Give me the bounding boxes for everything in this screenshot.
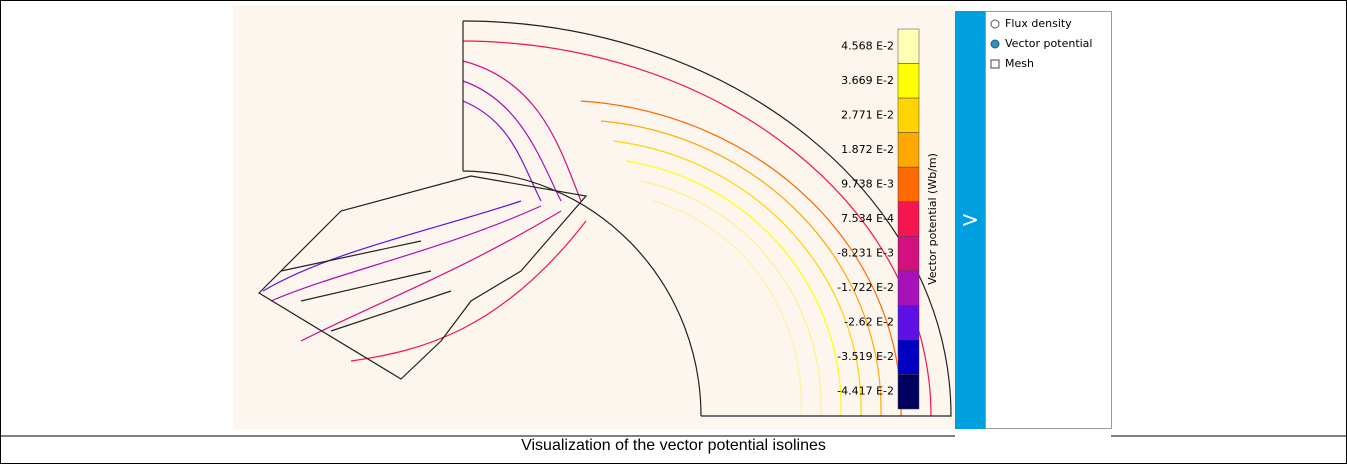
toggle-bar[interactable]: [955, 11, 985, 429]
colorbar-label: -8.231 E-3: [837, 247, 894, 260]
colorbar-label: 7.534 E-4: [841, 212, 894, 225]
caption: Visualization of the vector potential is…: [521, 437, 826, 454]
machine-outline: [258, 20, 952, 417]
checkbox-label[interactable]: Mesh: [1005, 57, 1034, 70]
radio-label[interactable]: Flux density: [1005, 17, 1072, 30]
colorbar-label: 1.872 E-2: [841, 143, 894, 156]
radio-button[interactable]: [990, 39, 1000, 49]
figure: 4.568 E-2 3.669 E-2 2.771 E-2 1.872 E-2 9.73…: [1, 5, 1346, 437]
colorbar-cell: [897, 305, 920, 341]
colorbar-label: 2.771 E-2: [841, 108, 894, 121]
colorbar-label: -2.62 E-2: [844, 316, 894, 329]
colorbar-cell: [897, 97, 920, 133]
colorbar-cell: [897, 270, 920, 306]
colorbar-label: -3.519 E-2: [837, 350, 894, 363]
colorbar-cell: [897, 339, 920, 375]
radio-label[interactable]: Vector potential: [1005, 37, 1092, 50]
colorbar-cell: [897, 201, 920, 237]
colorbar-cell: [897, 374, 920, 410]
colorbar-title: Vector potential (Wb/m): [926, 153, 939, 285]
colorbar-cell: [897, 236, 920, 272]
colorbar-cell: [897, 63, 920, 99]
radio-button[interactable]: [990, 19, 1000, 29]
colorbar-label: 9.738 E-3: [841, 177, 894, 190]
isolines: [262, 40, 932, 417]
colorbar-cell: [897, 132, 920, 168]
colorbar-label: -4.417 E-2: [837, 385, 894, 398]
options: Flux density Vector potential Mesh: [990, 17, 1092, 70]
colorbar: 4.568 E-2 3.669 E-2 2.771 E-2 1.872 E-2 9.73…: [837, 28, 920, 410]
colorbar-cell: [897, 166, 920, 202]
colorbar-cell: [897, 28, 920, 64]
options-panel: [985, 11, 1112, 429]
toggle-icon[interactable]: >: [961, 208, 979, 233]
colorbar-label: 3.669 E-2: [841, 74, 894, 87]
checkbox[interactable]: [990, 59, 1000, 69]
colorbar-label: -1.722 E-2: [837, 281, 894, 294]
plot-background: [233, 5, 955, 429]
colorbar-label: 4.568 E-2: [841, 39, 894, 52]
